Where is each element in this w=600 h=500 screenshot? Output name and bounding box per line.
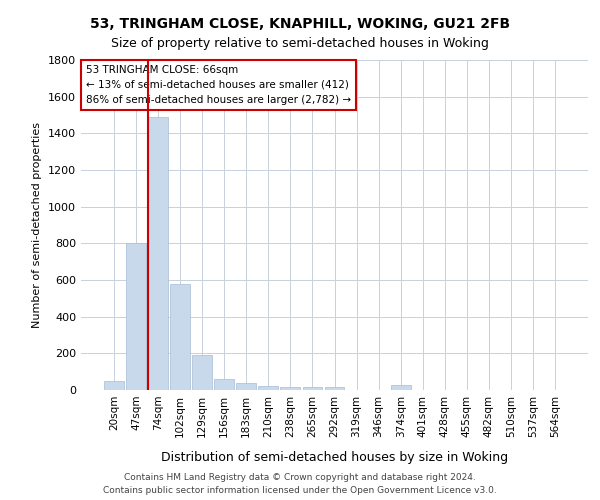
Bar — [104, 381, 124, 390]
Text: Size of property relative to semi-detached houses in Woking: Size of property relative to semi-detach… — [111, 38, 489, 51]
Bar — [192, 355, 212, 390]
Bar — [325, 387, 344, 390]
Bar — [126, 244, 146, 390]
Bar — [391, 386, 410, 390]
Bar — [170, 284, 190, 390]
Bar — [259, 386, 278, 390]
X-axis label: Distribution of semi-detached houses by size in Woking: Distribution of semi-detached houses by … — [161, 451, 508, 464]
Bar — [148, 117, 168, 390]
Bar — [302, 386, 322, 390]
Bar — [280, 386, 301, 390]
Bar — [236, 382, 256, 390]
Bar — [214, 379, 234, 390]
Text: 53 TRINGHAM CLOSE: 66sqm
← 13% of semi-detached houses are smaller (412)
86% of : 53 TRINGHAM CLOSE: 66sqm ← 13% of semi-d… — [86, 65, 351, 104]
Y-axis label: Number of semi-detached properties: Number of semi-detached properties — [32, 122, 43, 328]
Text: Contains HM Land Registry data © Crown copyright and database right 2024.
Contai: Contains HM Land Registry data © Crown c… — [103, 474, 497, 495]
Text: 53, TRINGHAM CLOSE, KNAPHILL, WOKING, GU21 2FB: 53, TRINGHAM CLOSE, KNAPHILL, WOKING, GU… — [90, 18, 510, 32]
